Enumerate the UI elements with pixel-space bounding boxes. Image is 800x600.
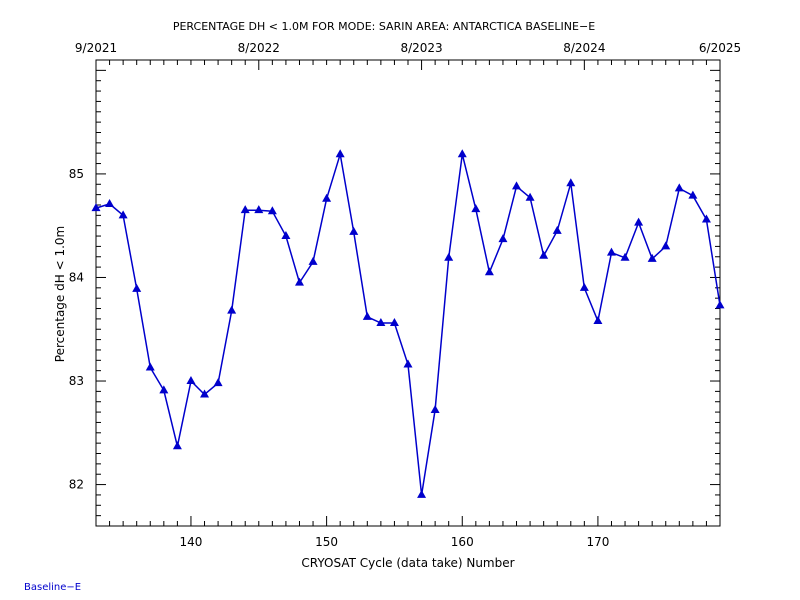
data-point-marker (240, 205, 250, 214)
data-point-marker (254, 205, 264, 214)
data-point-marker (118, 210, 128, 219)
data-point-marker (172, 441, 182, 450)
data-point-marker (335, 149, 345, 158)
data-point-marker (132, 283, 142, 292)
data-point-marker (444, 252, 454, 261)
data-point-marker (715, 300, 725, 309)
data-point-marker (674, 183, 684, 192)
top-axis-label: 9/2021 (75, 41, 117, 55)
data-point-marker (552, 225, 562, 234)
data-point-marker (634, 217, 644, 226)
data-point-marker (213, 378, 223, 387)
series-line (95, 153, 721, 496)
x-axis-label: CRYOSAT Cycle (data take) Number (301, 556, 514, 570)
data-point-marker (701, 214, 711, 223)
series-markers (91, 149, 725, 498)
data-point-marker (484, 267, 494, 276)
data-point-marker (417, 489, 427, 498)
data-point-marker (620, 252, 630, 261)
data-point-marker (227, 305, 237, 314)
data-point-marker (376, 318, 386, 327)
data-point-marker (145, 362, 155, 371)
data-point-marker (647, 253, 657, 262)
data-point-marker (579, 282, 589, 291)
data-point-marker (457, 149, 467, 158)
data-point-marker (308, 256, 318, 265)
top-axis-label: 6/2025 (699, 41, 741, 55)
data-point-marker (267, 206, 277, 215)
plot-frame (95, 59, 721, 527)
data-point-marker (593, 315, 603, 324)
axes (95, 59, 721, 527)
data-point-marker (186, 376, 196, 385)
tick-labels: 140 150 160 170 82 83 84 85 9/2021 8/2022 8/2023 8/… (69, 41, 741, 549)
data-point-marker (294, 277, 304, 286)
data-point-marker (349, 226, 359, 235)
x-tick-label: 150 (315, 535, 338, 549)
data-point-marker (159, 385, 169, 394)
data-point-marker (362, 311, 372, 320)
data-point-marker (281, 231, 291, 240)
footer-label: Baseline−E (24, 582, 82, 593)
data-point-marker (430, 405, 440, 414)
data-point-marker (512, 181, 522, 190)
data-point-marker (566, 178, 576, 187)
data-point-marker (688, 190, 698, 199)
chart-title: PERCENTAGE DH < 1.0M FOR MODE: SARIN ARE… (173, 20, 595, 33)
data-point-marker (322, 193, 332, 202)
data-point-marker (498, 234, 508, 243)
data-point-marker (525, 192, 535, 201)
data-point-marker (403, 359, 413, 368)
y-axis-label: Percentage dH < 1.0m (53, 226, 67, 362)
y-tick-label: 82 (69, 478, 84, 492)
y-tick-label: 84 (69, 270, 84, 284)
data-point-marker (389, 318, 399, 327)
top-axis-label: 8/2023 (400, 41, 442, 55)
data-point-marker (105, 198, 115, 207)
data-point-marker (661, 241, 671, 250)
y-tick-label: 83 (69, 374, 84, 388)
data-point-marker (539, 250, 549, 259)
top-axis-label: 8/2022 (238, 41, 280, 55)
y-tick-label: 85 (69, 167, 84, 181)
x-tick-label: 160 (451, 535, 474, 549)
x-tick-label: 170 (586, 535, 609, 549)
top-axis-label: 8/2024 (563, 41, 605, 55)
data-point-marker (200, 389, 210, 398)
data-point-marker (91, 203, 101, 212)
data-point-marker (606, 247, 616, 256)
x-tick-label: 140 (180, 535, 203, 549)
data-point-marker (471, 204, 481, 213)
